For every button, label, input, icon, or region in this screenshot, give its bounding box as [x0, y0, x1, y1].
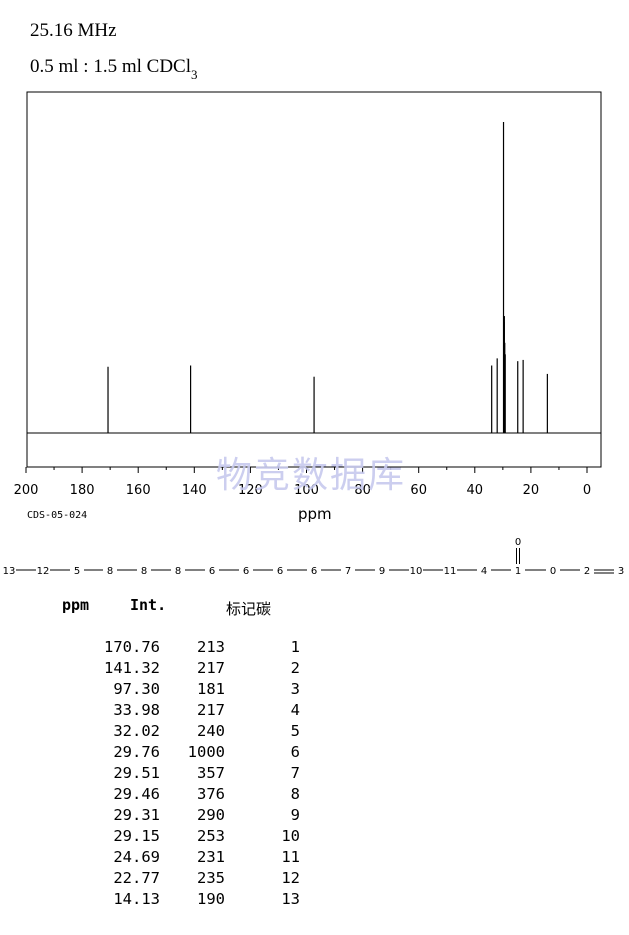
atom-label: 4	[481, 566, 487, 577]
ppm-value: 29.46	[113, 785, 160, 803]
ppm-value: 29.51	[113, 764, 160, 782]
intensity-value: 213	[197, 638, 225, 656]
atom-label: 1	[515, 566, 521, 577]
table-row: 14.13 190 13	[40, 890, 300, 911]
assignment-value: 3	[290, 680, 300, 698]
atom-label: 0	[550, 566, 556, 577]
x-tick-label-140: 140	[182, 483, 207, 498]
table-row: 29.76 1000 6	[40, 743, 300, 764]
carbonyl-oxygen-label: 0	[515, 537, 521, 548]
intensity-value: 235	[197, 869, 225, 887]
table-row: 141.32 217 2	[40, 659, 300, 680]
x-tick-label-80: 80	[354, 483, 371, 498]
intensity-value: 217	[197, 659, 225, 677]
peak-table: 170.76 213 1 141.32 217 2 97.30 181 3 33.98 217 4 32…	[40, 638, 300, 911]
atom-label: 5	[74, 566, 80, 577]
solvent-main: 0.5 ml : 1.5 ml CDCl	[30, 56, 191, 77]
table-row: 32.02 240 5	[40, 722, 300, 743]
table-row: 33.98 217 4	[40, 701, 300, 722]
x-tick-label-200: 200	[14, 483, 39, 498]
intensity-value: 290	[197, 806, 225, 824]
ppm-value: 29.15	[113, 827, 160, 845]
x-tick-label-160: 160	[126, 483, 151, 498]
assignment-value: 1	[290, 638, 300, 656]
assignment-value: 5	[290, 722, 300, 740]
table-row: 29.15 253 10	[40, 827, 300, 848]
atom-label: 6	[243, 566, 249, 577]
assignment-value: 12	[281, 869, 300, 887]
x-axis-label: ppm	[298, 505, 332, 523]
intensity-value: 190	[197, 890, 225, 908]
table-row: 24.69 231 11	[40, 848, 300, 869]
table-row: 22.77 235 12	[40, 869, 300, 890]
assignment-value: 4	[290, 701, 300, 719]
ppm-value: 29.31	[113, 806, 160, 824]
intensity-value: 376	[197, 785, 225, 803]
ppm-value: 29.76	[113, 743, 160, 761]
atom-label: 8	[141, 566, 147, 577]
intensity-value: 181	[197, 680, 225, 698]
structure-diagram: 13 12 5 8 8 8 6 6 6 6 7 9 10 11 4 1 0 2 30	[3, 537, 625, 577]
atom-label: 3	[618, 566, 624, 577]
intensity-value: 231	[197, 848, 225, 866]
table-row: 29.31 290 9	[40, 806, 300, 827]
assignment-value: 10	[281, 827, 300, 845]
solvent-subscript: 3	[191, 67, 198, 82]
plot-frame	[26, 91, 602, 468]
atom-label: 6	[277, 566, 283, 577]
assignment-value: 7	[290, 764, 300, 782]
ppm-value: 22.77	[113, 869, 160, 887]
atom-label: 2	[584, 566, 590, 577]
header-intensity: Int.	[130, 596, 167, 614]
spectrum-code: CDS-05-024	[27, 510, 88, 521]
assignment-value: 9	[290, 806, 300, 824]
assignment-value: 13	[281, 890, 300, 908]
intensity-value: 217	[197, 701, 225, 719]
ppm-value: 32.02	[113, 722, 160, 740]
assignment-value: 2	[290, 659, 300, 677]
atom-label: 12	[37, 566, 50, 577]
x-tick-label-180: 180	[70, 483, 95, 498]
intensity-value: 357	[197, 764, 225, 782]
x-tick-label-0: 0	[583, 483, 591, 498]
ppm-value: 14.13	[113, 890, 160, 908]
atom-label: 6	[311, 566, 317, 577]
x-tick-label-60: 60	[410, 483, 427, 498]
table-row: 29.46 376 8	[40, 785, 300, 806]
nmr-spectrum-chart: 200 180 160 140 120 100 80 60 40 20 0	[14, 91, 602, 498]
watermark: 物竞数据库	[216, 455, 407, 496]
atom-label: 13	[3, 566, 16, 577]
ppm-value: 33.98	[113, 701, 160, 719]
assignment-value: 8	[290, 785, 300, 803]
atom-label: 8	[175, 566, 181, 577]
table-row: 170.76 213 1	[40, 638, 300, 659]
assignment-value: 11	[281, 848, 300, 866]
intensity-value: 240	[197, 722, 225, 740]
spectrometer-frequency: 25.16 MHz	[30, 20, 117, 41]
assignment-value: 6	[290, 743, 300, 761]
x-tick-label-120: 120	[238, 483, 263, 498]
atom-label: 11	[444, 566, 457, 577]
x-tick-label-20: 20	[523, 483, 540, 498]
ppm-value: 170.76	[104, 638, 160, 656]
x-tick-label-100: 100	[294, 483, 319, 498]
atom-label: 9	[379, 566, 385, 577]
table-row: 29.51 357 7	[40, 764, 300, 785]
table-row: 97.30 181 3	[40, 680, 300, 701]
ppm-value: 24.69	[113, 848, 160, 866]
intensity-value: 1000	[187, 743, 225, 761]
header-ppm: ppm	[62, 596, 90, 614]
intensity-value: 253	[197, 827, 225, 845]
atom-label: 8	[107, 566, 113, 577]
header-assignment: 标记碳	[226, 600, 272, 618]
x-tick-label-40: 40	[467, 483, 484, 498]
ppm-value: 141.32	[104, 659, 160, 677]
solvent-info: 0.5 ml : 1.5 ml CDCl3	[30, 56, 198, 82]
atom-label: 6	[209, 566, 215, 577]
ppm-value: 97.30	[113, 680, 160, 698]
atom-label: 7	[345, 566, 351, 577]
atom-label: 10	[410, 566, 423, 577]
